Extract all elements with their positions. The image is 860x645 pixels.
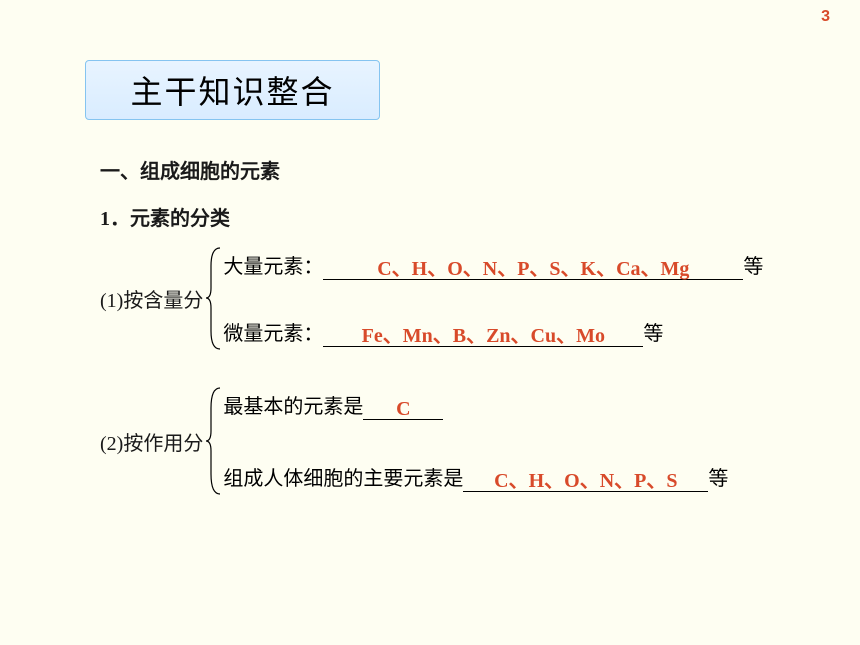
label-basic: 最基本的元素是: [223, 390, 363, 419]
suffix-major: 等: [743, 250, 763, 279]
heading-1: 一、组成细胞的元素: [100, 155, 800, 184]
branch-basic-element: 最基本的元素是 C: [223, 390, 728, 420]
suffix-main: 等: [708, 462, 728, 491]
blank-trace: Fe、Mn、B、Zn、Cu、Mo: [323, 317, 643, 347]
section-title-box: 主干知识整合: [85, 60, 380, 120]
page-number: 3: [821, 8, 830, 26]
section-title: 主干知识整合: [130, 67, 334, 113]
section-1-label: (1)按含量分: [100, 284, 203, 313]
brace-icon: [205, 386, 223, 496]
label-main: 组成人体细胞的主要元素是: [223, 462, 463, 491]
answer-major: C、H、O、N、P、S、K、Ca、Mg: [377, 258, 689, 280]
blank-major: C、H、O、N、P、S、K、Ca、Mg: [323, 250, 743, 280]
answer-basic: C: [396, 398, 410, 420]
answer-trace: Fe、Mn、B、Zn、Cu、Mo: [362, 325, 605, 347]
classification-by-amount: (1)按含量分 大量元素： C、H、O、N、P、S、K、Ca、Mg 等 微量元素…: [100, 246, 800, 351]
branch-lines-1: 大量元素： C、H、O、N、P、S、K、Ca、Mg 等 微量元素： Fe、Mn、…: [223, 246, 763, 351]
branch-trace-elements: 微量元素： Fe、Mn、B、Zn、Cu、Mo 等: [223, 317, 763, 347]
suffix-trace: 等: [643, 317, 663, 346]
branch-main-elements: 组成人体细胞的主要元素是 C、H、O、N、P、S 等: [223, 462, 728, 492]
branch-lines-2: 最基本的元素是 C 组成人体细胞的主要元素是 C、H、O、N、P、S 等: [223, 386, 728, 496]
branch-major-elements: 大量元素： C、H、O、N、P、S、K、Ca、Mg 等: [223, 250, 763, 280]
classification-by-function: (2)按作用分 最基本的元素是 C 组成人体细胞的主要元素是 C、H、O、N、P…: [100, 386, 800, 496]
content-area: 一、组成细胞的元素 1．元素的分类 (1)按含量分 大量元素： C、H、O、N、…: [100, 155, 800, 531]
brace-group-2: 最基本的元素是 C 组成人体细胞的主要元素是 C、H、O、N、P、S 等: [205, 386, 728, 496]
blank-basic: C: [363, 396, 443, 420]
label-major: 大量元素：: [223, 250, 323, 279]
brace-icon: [205, 246, 223, 351]
blank-main: C、H、O、N、P、S: [463, 462, 708, 492]
answer-main: C、H、O、N、P、S: [494, 470, 677, 492]
brace-group-1: 大量元素： C、H、O、N、P、S、K、Ca、Mg 等 微量元素： Fe、Mn、…: [205, 246, 763, 351]
section-2-label: (2)按作用分: [100, 427, 203, 456]
heading-2: 1．元素的分类: [100, 202, 800, 231]
label-trace: 微量元素：: [223, 317, 323, 346]
